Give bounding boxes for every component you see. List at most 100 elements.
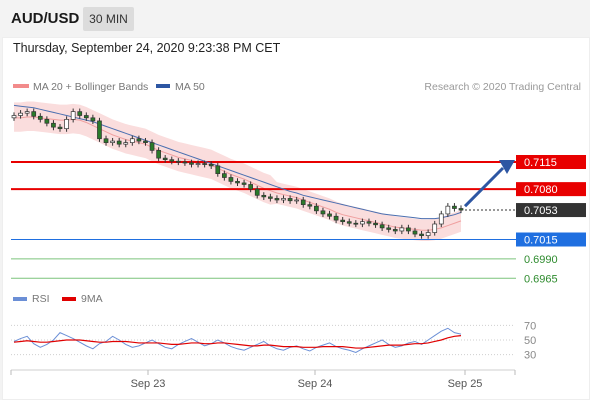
credit-text: Research © 2020 Trading Central	[424, 81, 581, 93]
candle-body	[406, 227, 411, 232]
level-labels: 0.7115 0.7080 0.7053 0.7015 0.6990 0.6965	[516, 155, 586, 285]
rsi-gridlines: 70 50 30	[11, 320, 536, 362]
candle-body	[31, 111, 37, 117]
level-box-0.7080	[516, 182, 586, 197]
candle-body	[11, 115, 17, 119]
candle-body	[432, 223, 438, 233]
rsi-tick-70: 70	[524, 320, 536, 332]
candle-body	[353, 222, 359, 225]
candle-body	[261, 194, 267, 198]
candle-body	[189, 162, 194, 165]
candle-body	[44, 119, 50, 124]
candle-body	[333, 215, 339, 221]
level-label-0.7053: 0.7053	[524, 205, 558, 217]
candle-body	[51, 122, 56, 128]
candle-body	[373, 222, 378, 226]
x-tick-label-0: Sep 23	[131, 378, 166, 390]
candle-body	[314, 205, 319, 212]
candle-body	[110, 140, 115, 143]
candle-body	[392, 229, 398, 232]
candle-body	[208, 163, 214, 167]
candle-body	[70, 111, 76, 120]
candle-body	[129, 138, 135, 143]
projection-arrow-shaft	[463, 166, 505, 208]
timeframe-button[interactable]: 30 MIN	[83, 7, 134, 31]
candle-body	[379, 224, 385, 229]
candle-body	[222, 173, 227, 178]
candle-body	[57, 126, 63, 130]
candlesticks	[11, 108, 464, 239]
candle-body	[195, 163, 201, 165]
x-tick-label-2: Sep 25	[448, 378, 483, 390]
bollinger-band-area	[14, 101, 461, 242]
candle-body	[24, 111, 30, 114]
rsi-legend-label: RSI	[32, 293, 50, 305]
ma50-path	[13, 104, 462, 220]
candle-body	[274, 198, 280, 201]
candle-body	[228, 177, 234, 182]
candle-body	[254, 188, 260, 196]
candle-body	[399, 227, 405, 232]
level-box-0.7053	[516, 203, 586, 218]
candle-body	[386, 227, 392, 230]
chart-date: Thursday, September 24, 2020 9:23:38 PM …	[13, 41, 281, 55]
candle-body	[268, 196, 273, 199]
candle-body	[90, 117, 96, 122]
candle-body	[248, 184, 253, 190]
candle-body	[235, 181, 240, 184]
candle-body	[307, 204, 313, 207]
candle-body	[77, 111, 83, 116]
candle-body	[360, 221, 365, 225]
candle-body	[215, 165, 221, 174]
candle-body	[241, 182, 247, 185]
ma20-legend-swatch	[13, 84, 29, 88]
candle-body	[83, 115, 89, 119]
candle-body	[149, 142, 155, 151]
candle-body	[37, 115, 43, 120]
candle-body	[412, 230, 418, 235]
projection-arrow	[463, 160, 515, 208]
candle-body	[103, 138, 109, 143]
ma50-legend-label: MA 50	[175, 81, 205, 93]
rsi-path	[13, 327, 462, 354]
candle-body	[300, 199, 306, 205]
level-label-0.7115: 0.7115	[524, 157, 557, 169]
ma9-legend-label: 9MA	[81, 293, 103, 305]
candle-body	[320, 210, 326, 215]
candle-body	[156, 150, 161, 159]
level-label-0.7015: 0.7015	[524, 235, 558, 247]
candle-body	[366, 221, 372, 224]
ma20-line	[14, 116, 462, 231]
candle-body	[438, 213, 444, 225]
candle-body	[281, 198, 286, 201]
candle-body	[64, 119, 69, 130]
candle-body	[294, 199, 300, 202]
rsi-tick-30: 30	[524, 350, 536, 362]
candle-body	[340, 219, 346, 223]
candle-body	[419, 233, 424, 236]
candle-body	[136, 138, 142, 142]
candle-body	[97, 120, 102, 140]
candle-body	[346, 221, 352, 224]
candle-body	[452, 205, 457, 209]
x-tick-label-1: Sep 24	[298, 378, 333, 390]
level-label-0.6990: 0.6990	[524, 254, 558, 266]
rsi-tick-50: 50	[524, 335, 536, 347]
instrument-title: AUD/USD	[11, 10, 80, 27]
candle-body	[425, 232, 431, 236]
rsi-ma9-path	[13, 335, 462, 349]
candle-body	[175, 160, 181, 163]
ma20-legend-label: MA 20 + Bollinger Bands	[33, 81, 148, 93]
header-bar: AUD/USD 30 MIN	[0, 0, 590, 38]
candle-body	[458, 208, 464, 211]
candle-body	[327, 213, 332, 217]
ma50-line	[13, 104, 462, 220]
candle-body	[123, 142, 129, 145]
candle-body	[169, 159, 175, 162]
candle-body	[182, 161, 188, 164]
rsi-lines	[13, 327, 462, 354]
level-label-0.7080: 0.7080	[524, 184, 558, 196]
candle-body	[143, 140, 148, 143]
x-axis: Sep 23 Sep 24 Sep 25	[10, 370, 516, 390]
